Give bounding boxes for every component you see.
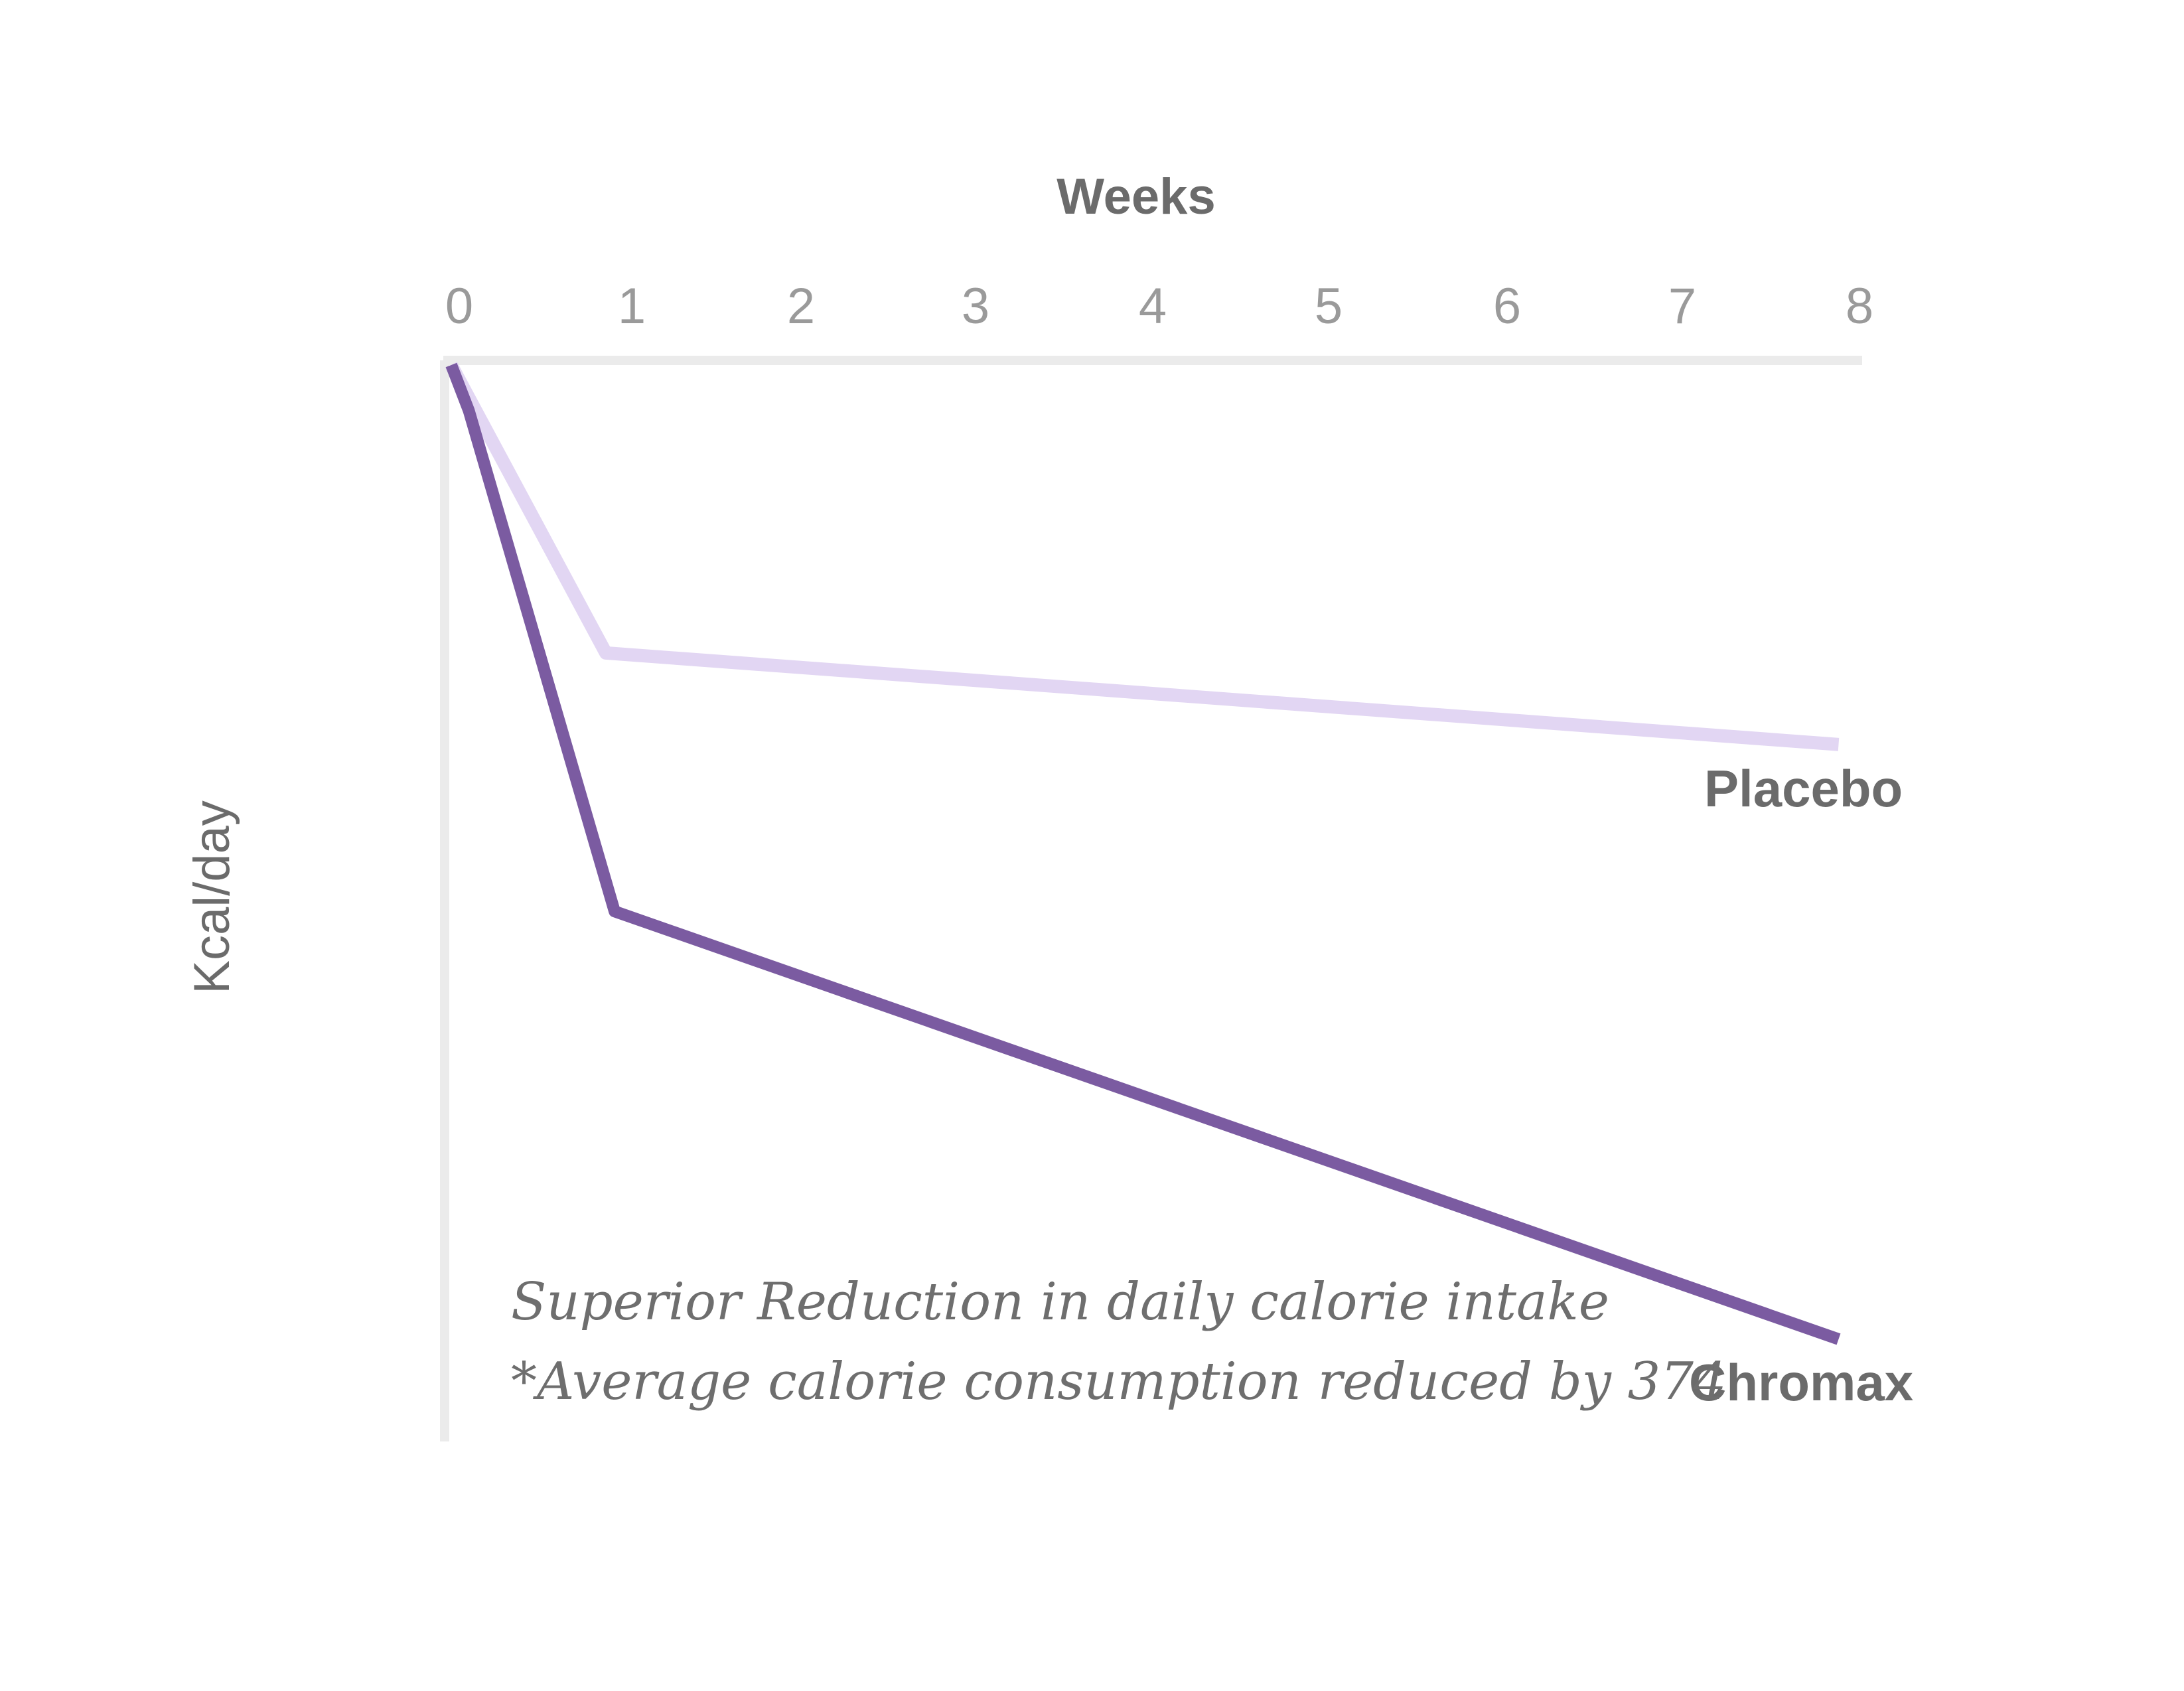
x-axis-title: Weeks <box>1056 169 1215 225</box>
series-lines <box>445 362 1841 1345</box>
x-tick-label-5: 5 <box>1315 278 1343 334</box>
annotation-average-reduction: *Average calorie consumption reduced by … <box>511 1352 1727 1412</box>
series-label-placebo: Placebo <box>1704 759 1903 818</box>
x-tick-label-1: 1 <box>618 278 646 334</box>
y-axis-title: Kcal/day <box>184 800 240 994</box>
x-tick-label-8: 8 <box>1846 278 1873 334</box>
series-line-chromax <box>445 362 1841 1345</box>
annotation-superior-reduction: Superior Reduction in daily calorie inta… <box>511 1272 1609 1332</box>
x-tick-label-6: 6 <box>1493 278 1521 334</box>
x-tick-label-4: 4 <box>1139 278 1167 334</box>
x-tick-labels: 0 1 2 3 4 5 6 7 8 <box>445 278 1873 334</box>
series-labels: Placebo Chromax <box>1689 759 1913 1412</box>
x-tick-label-3: 3 <box>962 278 989 334</box>
series-label-chromax: Chromax <box>1689 1353 1913 1412</box>
series-line-placebo <box>445 362 1840 751</box>
x-tick-label-7: 7 <box>1668 278 1696 334</box>
x-tick-label-0: 0 <box>445 278 473 334</box>
x-tick-label-2: 2 <box>787 278 815 334</box>
